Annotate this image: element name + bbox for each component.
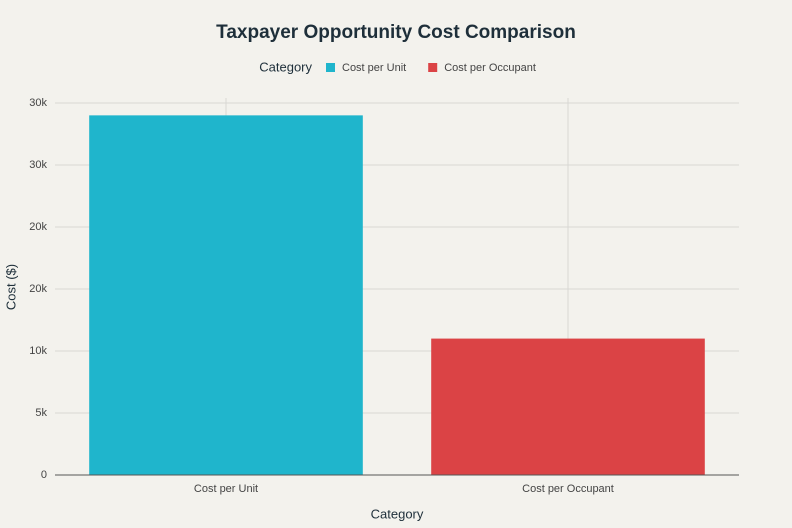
y-tick-label: 5k [35,407,47,419]
y-tick-label: 30k [29,97,47,109]
y-tick-label: 10k [29,345,47,357]
legend-label: Cost per Occupant [444,62,536,74]
y-axis-label: Cost ($) [3,264,18,310]
y-tick-label: 20k [29,221,47,233]
y-tick-label: 0 [41,469,47,481]
y-tick-label: 30k [29,159,47,171]
chart-title: Taxpayer Opportunity Cost Comparison [216,22,576,43]
x-tick-label: Cost per Occupant [522,483,614,495]
bar [431,338,705,475]
legend-swatch [428,63,438,72]
legend-label: Cost per Unit [342,62,406,74]
bar [89,115,363,475]
x-tick-label: Cost per Unit [194,483,258,495]
legend-title: Category [259,59,312,74]
y-tick-label: 20k [29,283,47,295]
x-axis-label: Category [371,506,424,521]
legend-swatch [326,63,335,72]
